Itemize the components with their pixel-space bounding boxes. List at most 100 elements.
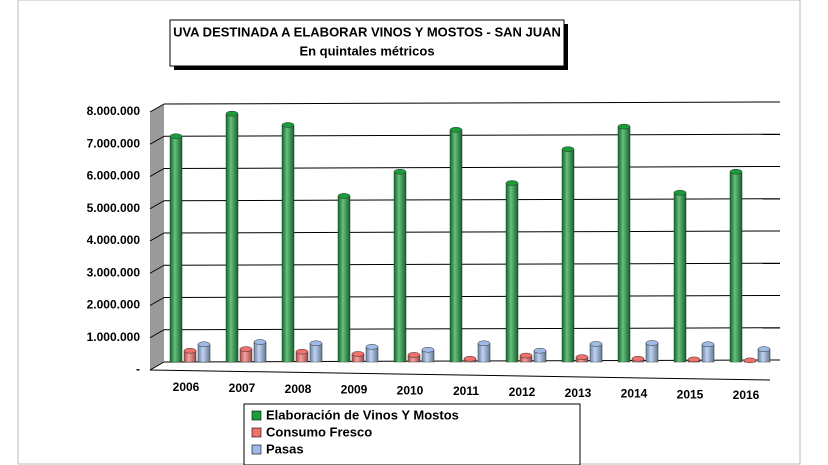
y-tick-label: 5.000.000 (87, 201, 141, 215)
bar-shade (562, 149, 574, 362)
bar-top (687, 356, 701, 363)
bar-top (337, 193, 351, 199)
bar-top (631, 356, 645, 362)
x-tick-label: 2014 (621, 387, 648, 401)
bar-shade (422, 349, 434, 362)
grid-line (149, 297, 165, 306)
bar-top (365, 344, 379, 350)
y-tick-label: 7.000.000 (87, 136, 141, 150)
legend-swatch (251, 410, 262, 421)
chart-title: UVA DESTINADA A ELABORAR VINOS Y MOSTOS … (173, 24, 561, 39)
bar-top (505, 180, 519, 186)
chart-subtitle: En quintales métricos (299, 43, 434, 58)
x-tick-label: 2013 (565, 386, 592, 400)
bar-shade (590, 343, 602, 362)
y-tick-label: 3.000.000 (87, 265, 141, 279)
bar-top (239, 346, 253, 352)
bar-shade (310, 343, 322, 362)
grid-line (149, 264, 165, 274)
bar-top (729, 168, 743, 175)
bar-top (169, 133, 183, 139)
x-tick-label: 2007 (229, 381, 256, 395)
bar-top (449, 127, 463, 133)
grid-line (149, 135, 165, 145)
bar-top (757, 346, 771, 352)
x-tick-label: 2015 (677, 387, 704, 401)
grid-line (149, 329, 165, 339)
bar-top (407, 352, 421, 358)
bar-top (295, 348, 309, 355)
bar-shade (408, 354, 420, 362)
bar-top (309, 340, 323, 347)
grid-line (163, 101, 781, 105)
bar-shade (702, 344, 714, 362)
legend-label: Elaboración de Vinos Y Mostos (266, 407, 459, 422)
bar-shade (646, 342, 658, 362)
x-tick-label: 2009 (341, 383, 368, 397)
bar-top (533, 347, 547, 354)
bar-top (519, 352, 533, 359)
legend-label: Pasas (266, 441, 304, 456)
y-tick-label: - (136, 362, 140, 376)
legend-swatch (251, 444, 262, 455)
y-tick-label: 4.000.000 (87, 233, 141, 247)
x-tick-label: 2011 (453, 384, 479, 398)
bar-shade (394, 171, 406, 362)
bar-shade (282, 124, 294, 363)
bar-top (645, 340, 659, 346)
y-tick-label: 6.000.000 (87, 169, 141, 183)
bar-shade (534, 350, 546, 362)
grid-line (149, 200, 165, 210)
bar-shade (506, 183, 518, 362)
bar-top (183, 347, 197, 354)
bar-shade (170, 136, 182, 362)
bar-top (589, 341, 603, 347)
bar-top (225, 110, 239, 117)
x-tick-label: 2016 (733, 388, 760, 402)
x-tick-label: 2008 (285, 382, 312, 396)
bar-shade (184, 350, 196, 362)
bar-top (281, 122, 295, 128)
legend-swatch (251, 427, 262, 438)
bar-top (477, 340, 491, 347)
bar-shade (618, 126, 630, 362)
bar-top (463, 356, 477, 362)
bar-shade (674, 192, 686, 362)
bar-shade (730, 171, 742, 362)
bar-top (673, 189, 687, 196)
grid-line (149, 168, 165, 177)
bar-top (561, 146, 575, 152)
bar-top (393, 168, 407, 175)
legend-label: Consumo Fresco (266, 424, 372, 439)
bar-shade (240, 349, 252, 362)
bar-top (197, 341, 211, 348)
title-box (169, 19, 565, 67)
x-tick-label: 2012 (509, 385, 536, 399)
grid-line (149, 361, 165, 371)
bar-shade (226, 113, 238, 362)
x-tick-label: 2010 (397, 383, 424, 397)
bar-shade (366, 346, 378, 362)
x-tick-label: 2006 (173, 380, 200, 394)
grid-line (163, 133, 781, 137)
bar-shade (758, 349, 770, 362)
bar-shade (338, 195, 350, 362)
bar-shade (198, 344, 210, 362)
bar-shade (254, 342, 266, 362)
bar-shade (478, 343, 490, 362)
bar-top (701, 341, 715, 348)
bar-top (617, 123, 631, 130)
bar-shade (520, 355, 532, 362)
y-tick-label: 2.000.000 (87, 298, 141, 312)
y-tick-label: 8.000.000 (87, 104, 141, 118)
bar-shade (450, 129, 462, 362)
bar-top (421, 346, 435, 353)
bar-shade (352, 353, 364, 362)
grid-line (149, 103, 165, 113)
bar-top (253, 339, 267, 345)
bar-top (743, 357, 757, 364)
grid-line (163, 166, 781, 169)
bar-top (575, 354, 589, 360)
grid-line (149, 232, 165, 242)
x-axis (149, 369, 771, 381)
